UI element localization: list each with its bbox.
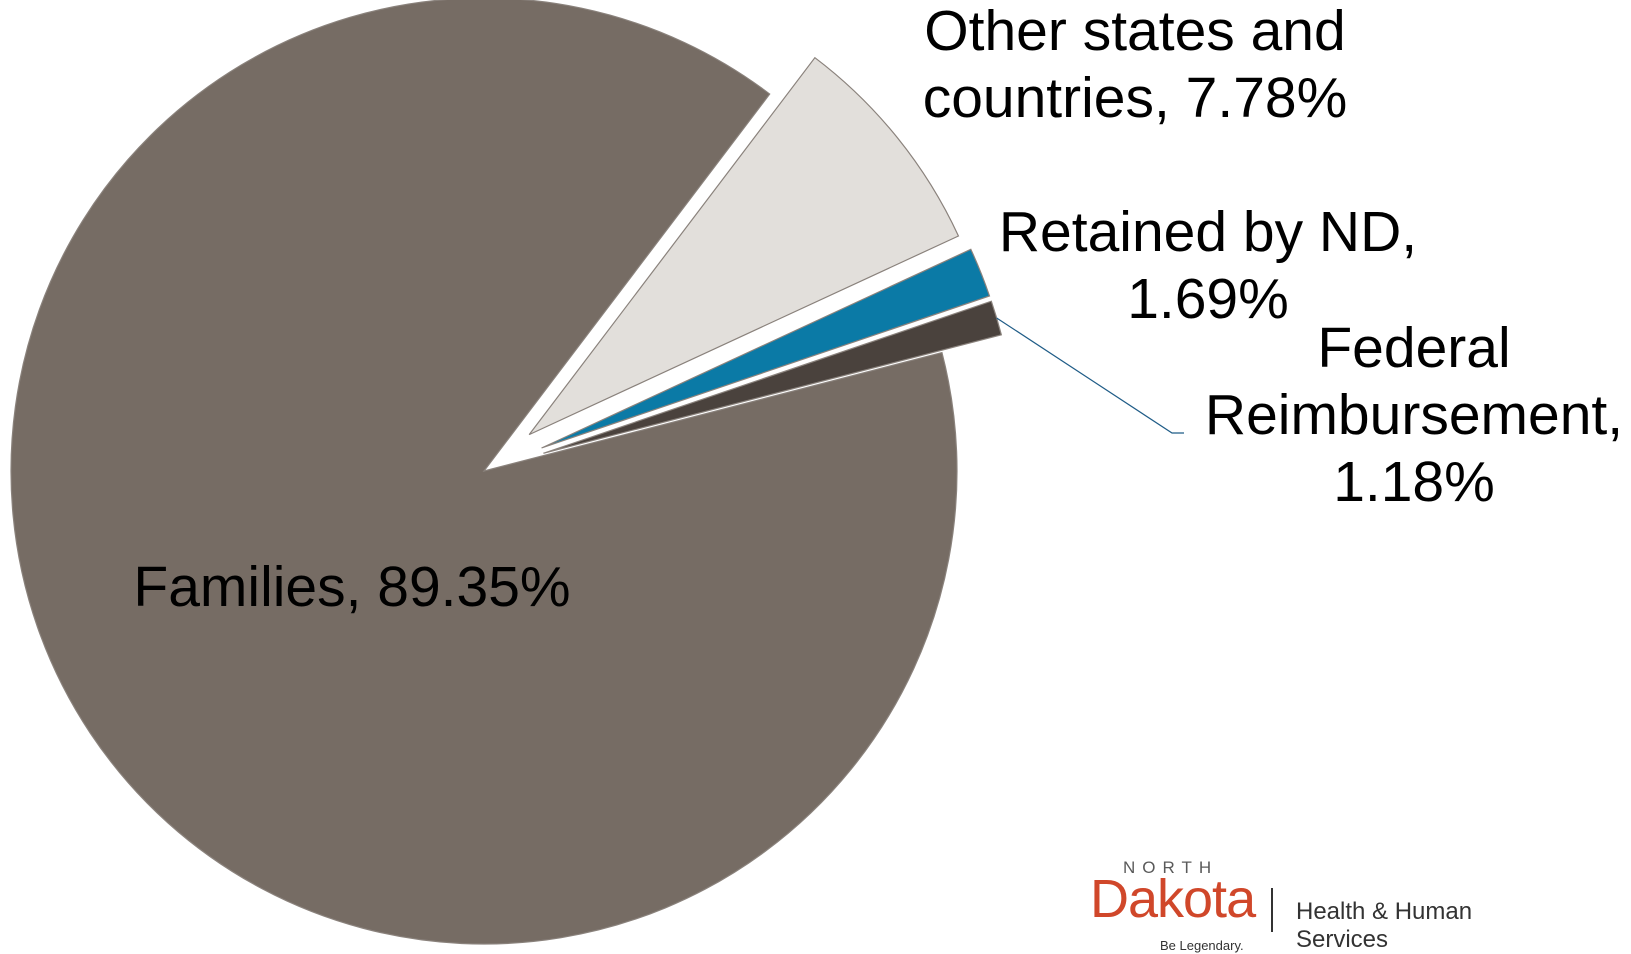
pie-slice-other-states-and-countries bbox=[528, 56, 960, 436]
data-label-line: Families, 89.35% bbox=[133, 555, 570, 619]
data-label-line: 1.69% bbox=[1127, 267, 1289, 331]
logo-department-text: Health & Human Services bbox=[1296, 898, 1473, 953]
pie-slice-federal-reimbursement bbox=[543, 300, 1003, 454]
data-label-retained-by-nd: Retained by ND, 1.69% bbox=[999, 200, 1417, 331]
logo-dakota-text: Dakota bbox=[1090, 869, 1256, 929]
data-label-federal-reimbursement: Federal Reimbursement, 1.18% bbox=[1205, 316, 1623, 514]
data-label-line: Federal bbox=[1317, 316, 1510, 380]
pie-slice-families bbox=[10, 0, 958, 945]
data-label-line: Other states and bbox=[924, 0, 1345, 63]
leader-line-federal-reimbursement bbox=[996, 317, 1184, 434]
data-label-line: countries, 7.78% bbox=[923, 66, 1348, 130]
logo-north-text: NORTH bbox=[1123, 858, 1219, 877]
data-label-line: Reimbursement, bbox=[1205, 383, 1623, 447]
data-label-line: Retained by ND, bbox=[999, 200, 1417, 264]
logo-divider bbox=[1271, 888, 1273, 932]
data-label-other-states-and-countries: Other states and countries, 7.78% bbox=[923, 0, 1348, 130]
data-label-line: 1.18% bbox=[1333, 450, 1495, 514]
data-label-families: Families, 89.35% bbox=[133, 555, 570, 619]
logo-tagline: Be Legendary. bbox=[1160, 938, 1244, 953]
pie-slice-retained-by-nd bbox=[541, 248, 991, 449]
north-dakota-hhs-logo: NORTH Dakota Health & Human Services Be … bbox=[1090, 858, 1570, 953]
